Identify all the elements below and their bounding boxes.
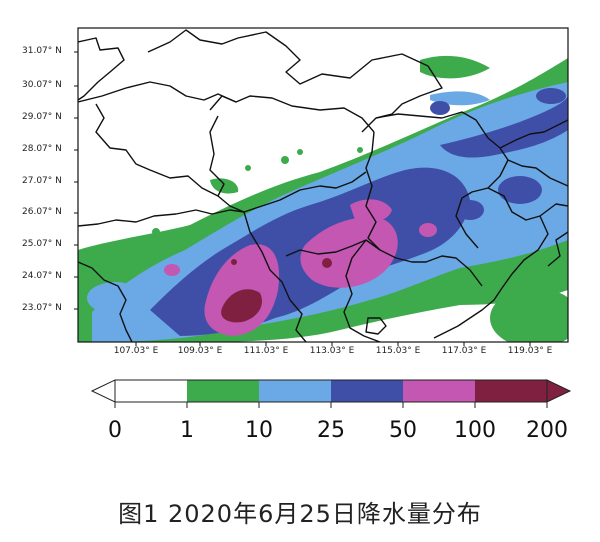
colorbar-tick-200: 200 (526, 418, 568, 443)
lon-label-109: 109.03° E (177, 346, 223, 356)
lat-label-23: 23.07° N (22, 303, 62, 313)
lat-label-31: 31.07° N (22, 46, 62, 56)
lat-label-26: 26.07° N (22, 207, 62, 217)
lon-label-117: 117.03° E (441, 346, 487, 356)
lon-label-119: 119.03° E (507, 346, 553, 356)
colorbar-tick-50: 50 (389, 418, 417, 443)
lon-label-113: 113.03° E (309, 346, 355, 356)
colorbar-segment-100-200-body (475, 380, 547, 402)
lat-label-29: 29.07° N (22, 112, 62, 122)
map-frame (77, 27, 569, 343)
colorbar-tick-1: 1 (180, 418, 194, 443)
colorbar-segment-25-50 (331, 380, 403, 402)
colorbar-segment-10-25 (259, 380, 331, 402)
province-boundaries (78, 29, 568, 342)
colorbar-tick-10: 10 (245, 418, 273, 443)
lat-label-27: 27.07° N (22, 176, 62, 186)
figure-caption: 图1 2020年6月25日降水量分布 (118, 500, 482, 528)
colorbar-segment-0-1-body (115, 380, 187, 402)
colorbar (90, 379, 572, 408)
lat-label-24: 24.07° N (22, 271, 62, 281)
lon-label-115: 115.03° E (375, 346, 421, 356)
colorbar-tick-25: 25 (317, 418, 345, 443)
colorbar-segment-1-10 (187, 380, 259, 402)
rain-band-100-200mm (221, 258, 332, 323)
lon-label-111: 111.03° E (243, 346, 289, 356)
colorbar-segment-50-100 (403, 380, 475, 402)
latitude-ticks (74, 51, 78, 310)
colorbar-tick-100: 100 (454, 418, 496, 443)
colorbar-tick-0: 0 (108, 418, 122, 443)
lat-label-30: 30.07° N (22, 80, 62, 90)
lon-label-107: 107.03° E (113, 346, 159, 356)
colorbar-segment-100-200 (546, 379, 572, 403)
rainfall-fields (78, 28, 568, 342)
colorbar-segment-0-1 (90, 379, 116, 403)
lat-label-25: 25.07° N (22, 239, 62, 249)
longitude-ticks (135, 342, 531, 346)
lat-label-28: 28.07° N (22, 144, 62, 154)
